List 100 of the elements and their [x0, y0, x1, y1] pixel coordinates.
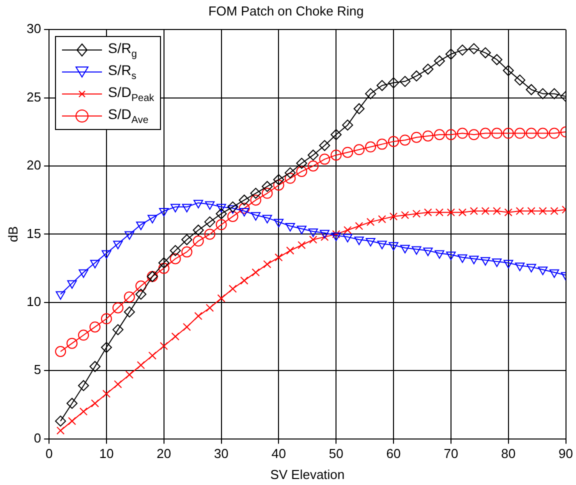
point	[192, 236, 204, 247]
point	[411, 70, 422, 82]
point	[100, 313, 112, 324]
point	[400, 76, 411, 87]
point	[504, 260, 514, 268]
point	[68, 417, 76, 426]
y-tick-label: 25	[26, 89, 42, 104]
point	[206, 304, 214, 312]
point	[227, 201, 238, 212]
point	[239, 208, 250, 217]
x-tick-label: 60	[386, 446, 401, 462]
point	[320, 230, 330, 238]
point	[181, 246, 192, 258]
point	[422, 64, 434, 75]
x-tick-label: 80	[501, 446, 516, 462]
point	[204, 228, 216, 240]
point	[284, 172, 296, 184]
point	[538, 266, 548, 276]
point	[537, 88, 548, 100]
point	[100, 342, 112, 353]
point	[227, 210, 238, 222]
point	[114, 380, 122, 388]
point	[330, 129, 342, 140]
point	[308, 150, 319, 161]
point	[273, 180, 284, 191]
point	[194, 312, 202, 320]
point	[515, 262, 525, 272]
point	[332, 230, 340, 238]
point	[67, 280, 77, 289]
point	[378, 215, 386, 224]
point	[296, 166, 308, 177]
point	[376, 138, 388, 150]
point	[456, 44, 468, 56]
point	[548, 88, 560, 100]
point	[240, 276, 248, 285]
point	[78, 380, 90, 392]
point	[298, 241, 306, 250]
point	[90, 399, 100, 408]
point	[171, 332, 180, 341]
point	[537, 128, 548, 139]
point	[124, 306, 135, 318]
point	[365, 88, 376, 100]
point	[480, 47, 491, 58]
point	[124, 231, 134, 240]
point	[330, 150, 342, 161]
point	[344, 226, 352, 234]
point	[527, 206, 536, 216]
point	[412, 210, 421, 218]
x-tick-label: 90	[558, 446, 574, 462]
point	[296, 226, 307, 234]
x-tick-label: 30	[214, 446, 229, 462]
point	[136, 361, 145, 370]
point	[148, 352, 156, 360]
x-tick-label: 0	[45, 446, 53, 462]
point	[446, 252, 456, 260]
point	[135, 288, 146, 300]
x-tick-label: 10	[99, 446, 114, 462]
point	[516, 206, 524, 216]
x-tick-label: 20	[156, 446, 172, 462]
point	[400, 244, 410, 254]
point	[125, 370, 134, 379]
point	[66, 338, 78, 349]
point	[458, 254, 468, 263]
point	[79, 407, 88, 416]
y-tick-label: 10	[26, 294, 42, 309]
point	[158, 257, 170, 268]
point	[262, 188, 273, 199]
point	[308, 160, 319, 172]
legend-label: S/R$_{g}$	[108, 40, 137, 60]
point	[160, 342, 168, 350]
point	[526, 264, 536, 272]
point	[250, 194, 262, 206]
point	[412, 246, 422, 255]
point	[78, 269, 88, 278]
point	[181, 234, 192, 246]
point	[538, 206, 547, 216]
chart-title: FOM Patch on Choke Ring	[208, 3, 364, 18]
point	[377, 240, 387, 250]
point	[434, 55, 445, 66]
point	[102, 250, 112, 259]
point	[480, 128, 491, 139]
point	[204, 201, 215, 210]
point	[502, 65, 514, 76]
y-tick-label: 30	[26, 21, 42, 36]
point	[274, 218, 284, 228]
point	[502, 128, 514, 139]
legend-label: S/D$_{Peak}$	[108, 84, 154, 104]
point	[435, 208, 444, 216]
point	[263, 260, 272, 268]
point	[284, 167, 296, 178]
point	[469, 256, 479, 264]
point	[480, 257, 490, 266]
point	[216, 219, 227, 230]
point	[388, 77, 400, 88]
point	[514, 74, 526, 86]
point	[274, 253, 283, 262]
x-tick-label: 40	[271, 446, 286, 462]
point	[504, 208, 512, 216]
point	[492, 258, 502, 267]
point	[192, 224, 204, 236]
